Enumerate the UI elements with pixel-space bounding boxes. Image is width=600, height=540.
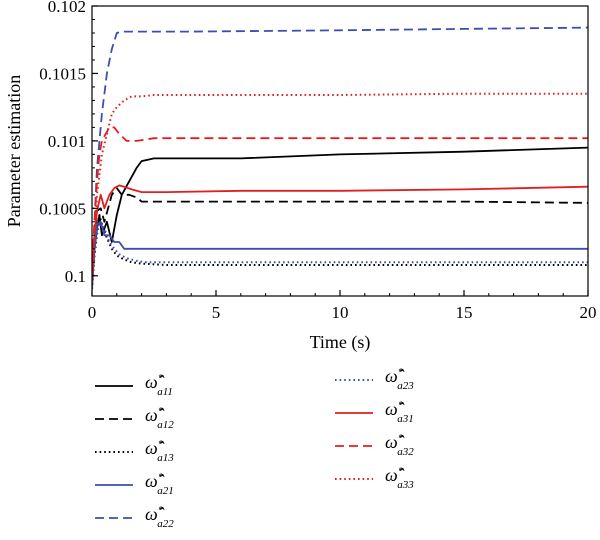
legend-item-a23: ω̂* a23	[335, 366, 414, 392]
plot-frame	[91, 5, 589, 297]
legend-label: ω̂* a22	[145, 504, 174, 530]
legend-item-a21: ω̂* a21	[95, 471, 174, 497]
series-line-a23	[92, 220, 588, 290]
x-tick-label: 20	[580, 303, 597, 322]
legend-label: ω̂* a13	[145, 438, 174, 464]
y-axis-title: Parameter estimation	[4, 75, 24, 227]
series-line-a13	[92, 214, 588, 290]
y-tick-label: 0.1005	[39, 199, 86, 218]
legend-label: ω̂* a32	[385, 432, 414, 458]
x-tick-label: 10	[332, 303, 349, 322]
legend-label: ω̂* a31	[385, 399, 414, 425]
plot-area	[92, 26, 588, 290]
legend-item-a13: ω̂* a13	[95, 438, 174, 464]
x-tick-label: 5	[212, 303, 221, 322]
legend-item-a11: ω̂* a11	[95, 372, 173, 398]
x-tick-label: 0	[88, 303, 97, 322]
y-tick-label: 0.101	[48, 132, 86, 151]
legend-label: ω̂* a21	[145, 471, 174, 497]
series-line-a12	[92, 187, 588, 283]
legend-item-a31: ω̂* a31	[335, 399, 414, 425]
legend-label: ω̂* a12	[145, 405, 174, 431]
legend-item-a32: ω̂* a32	[335, 432, 414, 458]
series-line-a21	[92, 220, 588, 290]
series-line-a32	[92, 126, 588, 276]
y-tick-label: 0.1	[65, 267, 86, 286]
y-tick-label: 0.102	[48, 0, 86, 16]
legend-label: ω̂* a23	[385, 366, 414, 392]
legend-label: ω̂* a33	[385, 465, 414, 491]
x-tick-label: 15	[456, 303, 473, 322]
legend: ω̂* a11 ω̂* a12 ω̂* a13 ω̂* a21 ω̂* a22 ω̂* a23 ω̂* a…	[95, 366, 414, 530]
series-line-a31	[92, 184, 588, 283]
legend-item-a12: ω̂* a12	[95, 405, 174, 431]
y-tick-label: 0.1015	[39, 64, 86, 83]
legend-item-a22: ω̂* a22	[95, 504, 174, 530]
x-axis-title: Time (s)	[310, 332, 371, 353]
legend-label: ω̂* a11	[145, 372, 173, 398]
axes: 0 5 10 15 20 0.1 0.1005 0.101 0.1015 0.102	[39, 0, 596, 322]
legend-item-a33: ω̂* a33	[335, 465, 414, 491]
series-line-a22	[92, 26, 588, 276]
